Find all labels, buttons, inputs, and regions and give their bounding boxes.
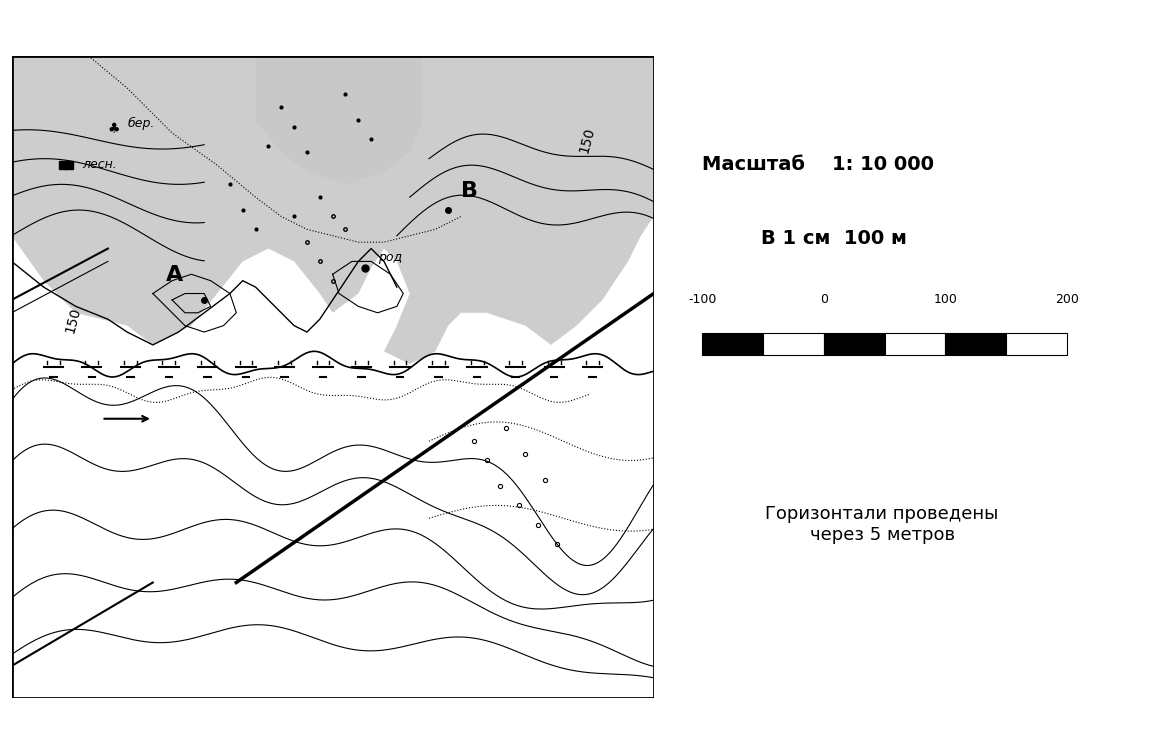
Text: бер.: бер.	[127, 116, 155, 130]
Bar	[945, 333, 1005, 355]
Bar	[764, 333, 824, 355]
Text: ♣: ♣	[108, 122, 120, 136]
Text: -100: -100	[688, 293, 716, 306]
Text: 100: 100	[934, 293, 957, 306]
Text: 150: 150	[576, 126, 597, 155]
Bar	[702, 333, 762, 355]
Polygon shape	[256, 56, 422, 185]
Text: 200: 200	[1055, 293, 1078, 306]
Text: лесн.: лесн.	[82, 158, 117, 171]
Text: В 1 см  100 м: В 1 см 100 м	[760, 229, 906, 248]
Bar	[824, 333, 884, 355]
Text: Масштаб    1: 10 000: Масштаб 1: 10 000	[702, 155, 935, 174]
Text: 150: 150	[62, 306, 83, 335]
Polygon shape	[12, 56, 654, 364]
Text: А: А	[165, 265, 183, 285]
Bar	[1005, 333, 1067, 355]
Text: 0: 0	[820, 293, 827, 306]
Text: род: род	[377, 251, 401, 265]
Text: Горизонтали проведены
через 5 метров: Горизонтали проведены через 5 метров	[766, 505, 998, 544]
Text: В: В	[460, 181, 478, 201]
Bar	[884, 333, 945, 355]
